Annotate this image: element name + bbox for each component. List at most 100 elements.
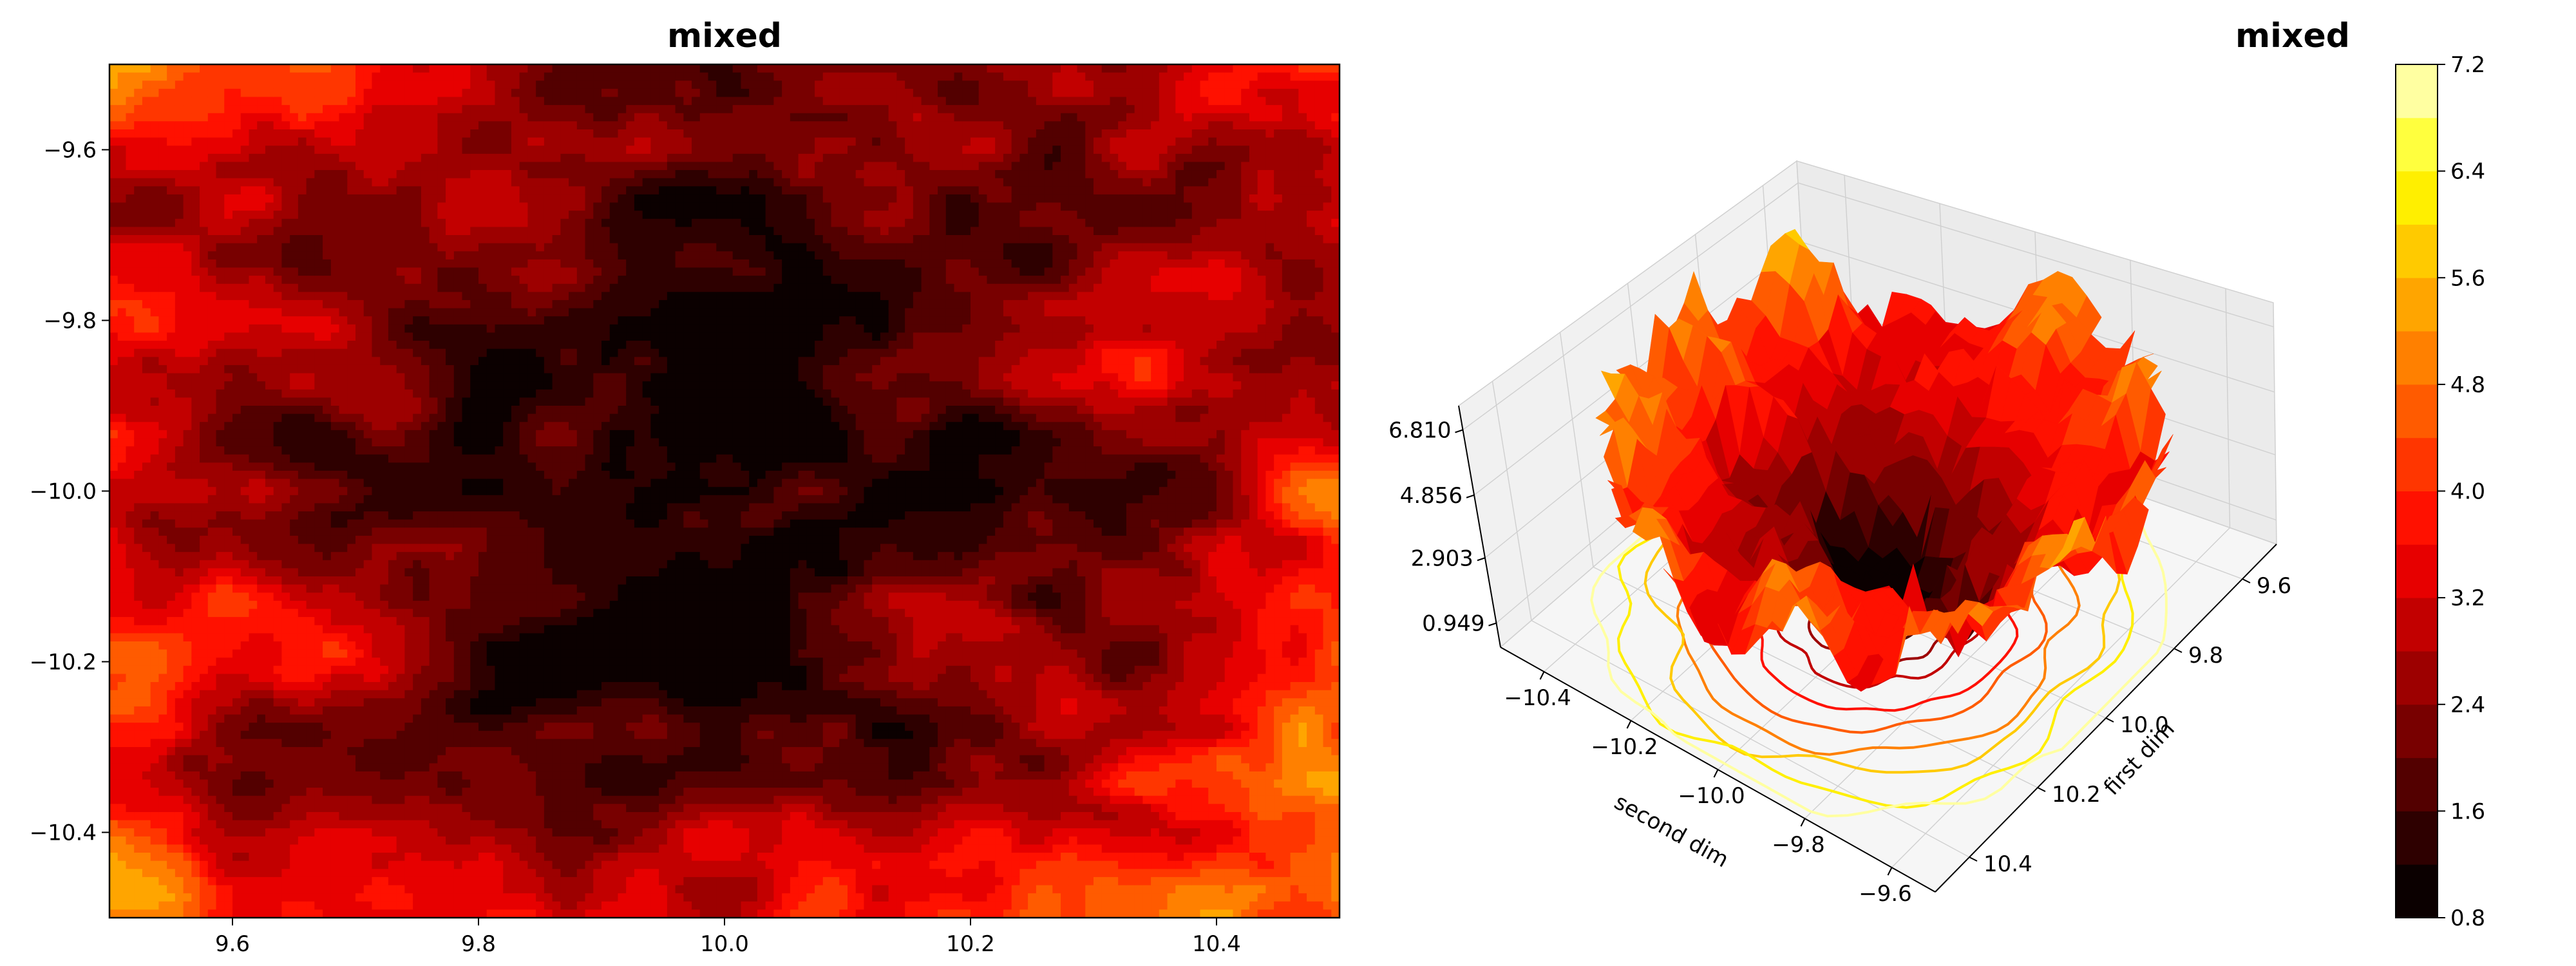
contour-cell xyxy=(478,730,488,739)
contour-cell xyxy=(167,747,176,756)
contour-cell xyxy=(495,373,504,382)
contour-cell xyxy=(207,860,217,869)
contour-cell xyxy=(216,811,225,821)
contour-cell xyxy=(380,324,389,334)
contour-cell xyxy=(413,755,422,764)
contour-cell xyxy=(355,72,365,81)
contour-cell xyxy=(167,771,176,781)
contour-cell xyxy=(142,186,151,195)
contour-cell xyxy=(330,178,340,187)
contour-cell xyxy=(183,308,192,317)
contour-cell xyxy=(232,267,242,276)
contour-cell xyxy=(388,422,397,431)
contour-cell xyxy=(265,276,274,285)
contour-cell xyxy=(421,235,430,244)
contour-cell xyxy=(429,218,438,227)
contour-cell xyxy=(314,576,323,585)
contour-cell xyxy=(290,97,299,106)
contour-cell xyxy=(191,771,200,781)
contour-cell xyxy=(175,259,184,269)
contour-cell xyxy=(396,568,405,577)
contour-cell xyxy=(167,730,176,739)
contour-cell xyxy=(150,763,159,772)
contour-cell xyxy=(306,438,315,447)
contour-cell xyxy=(388,820,397,829)
contour-cell xyxy=(339,316,348,325)
contour-cell xyxy=(314,527,323,536)
contour-cell xyxy=(142,105,151,114)
contour-cell xyxy=(339,243,348,252)
contour-cell xyxy=(298,909,307,918)
contour-cell xyxy=(281,64,290,73)
contour-cell xyxy=(380,893,389,902)
contour-cell xyxy=(117,381,127,390)
contour-cell xyxy=(453,820,463,829)
contour-cell xyxy=(413,844,422,853)
contour-cell xyxy=(175,885,184,894)
contour-cell xyxy=(429,178,438,187)
contour-cell xyxy=(232,876,242,886)
contour-cell xyxy=(306,795,315,804)
contour-cell xyxy=(453,88,463,98)
contour-cell xyxy=(363,576,373,585)
contour-cell xyxy=(446,869,455,878)
contour-cell xyxy=(330,299,340,309)
contour-cell xyxy=(462,430,471,439)
contour-cell xyxy=(257,341,266,350)
contour-cell xyxy=(404,860,413,869)
contour-cell xyxy=(158,283,167,292)
contour-cell xyxy=(240,706,250,715)
contour-cell xyxy=(216,535,225,545)
contour-cell xyxy=(207,495,217,504)
contour-cell xyxy=(232,665,242,675)
contour-cell xyxy=(216,105,225,114)
contour-cell xyxy=(167,276,176,285)
contour-cell xyxy=(142,462,151,471)
contour-cell xyxy=(200,365,209,374)
contour-cell xyxy=(290,584,299,593)
contour-cell xyxy=(117,121,127,130)
contour-cell xyxy=(486,795,496,804)
contour-cell xyxy=(388,470,397,480)
contour-cell xyxy=(486,251,496,260)
contour-cell xyxy=(323,413,332,422)
contour-cell xyxy=(191,828,200,837)
contour-cell xyxy=(462,658,471,667)
contour-cell xyxy=(388,860,397,869)
contour-cell xyxy=(314,755,323,764)
contour-cell xyxy=(396,609,405,618)
contour-cell xyxy=(330,511,340,520)
contour-cell xyxy=(117,609,127,618)
contour-cell xyxy=(207,698,217,707)
contour-cell xyxy=(495,211,504,220)
contour-cell xyxy=(126,454,135,463)
contour-cell xyxy=(355,211,365,220)
contour-cell xyxy=(265,454,274,463)
contour-cell xyxy=(380,121,389,130)
contour-cell xyxy=(273,723,282,732)
contour-cell xyxy=(142,584,151,593)
contour-cell xyxy=(126,609,135,618)
contour-cell xyxy=(232,723,242,732)
contour-cell xyxy=(413,698,422,707)
contour-cell xyxy=(134,422,143,431)
contour-cell xyxy=(109,576,118,585)
contour-cell xyxy=(207,153,217,163)
contour-cell xyxy=(167,665,176,675)
contour-cell xyxy=(183,658,192,667)
contour-cell xyxy=(339,495,348,504)
contour-cell xyxy=(126,706,135,715)
contour-cell xyxy=(207,511,217,520)
contour-cell xyxy=(478,373,488,382)
contour-cell xyxy=(413,658,422,667)
contour-cell xyxy=(142,422,151,431)
contour-cell xyxy=(290,446,299,455)
contour-cell xyxy=(175,406,184,415)
contour-cell xyxy=(388,755,397,764)
contour-cell xyxy=(281,609,290,618)
contour-cell xyxy=(175,462,184,471)
contour-cell xyxy=(437,153,446,163)
contour-cell xyxy=(323,706,332,715)
contour-cell xyxy=(257,625,266,634)
contour-cell xyxy=(207,771,217,781)
